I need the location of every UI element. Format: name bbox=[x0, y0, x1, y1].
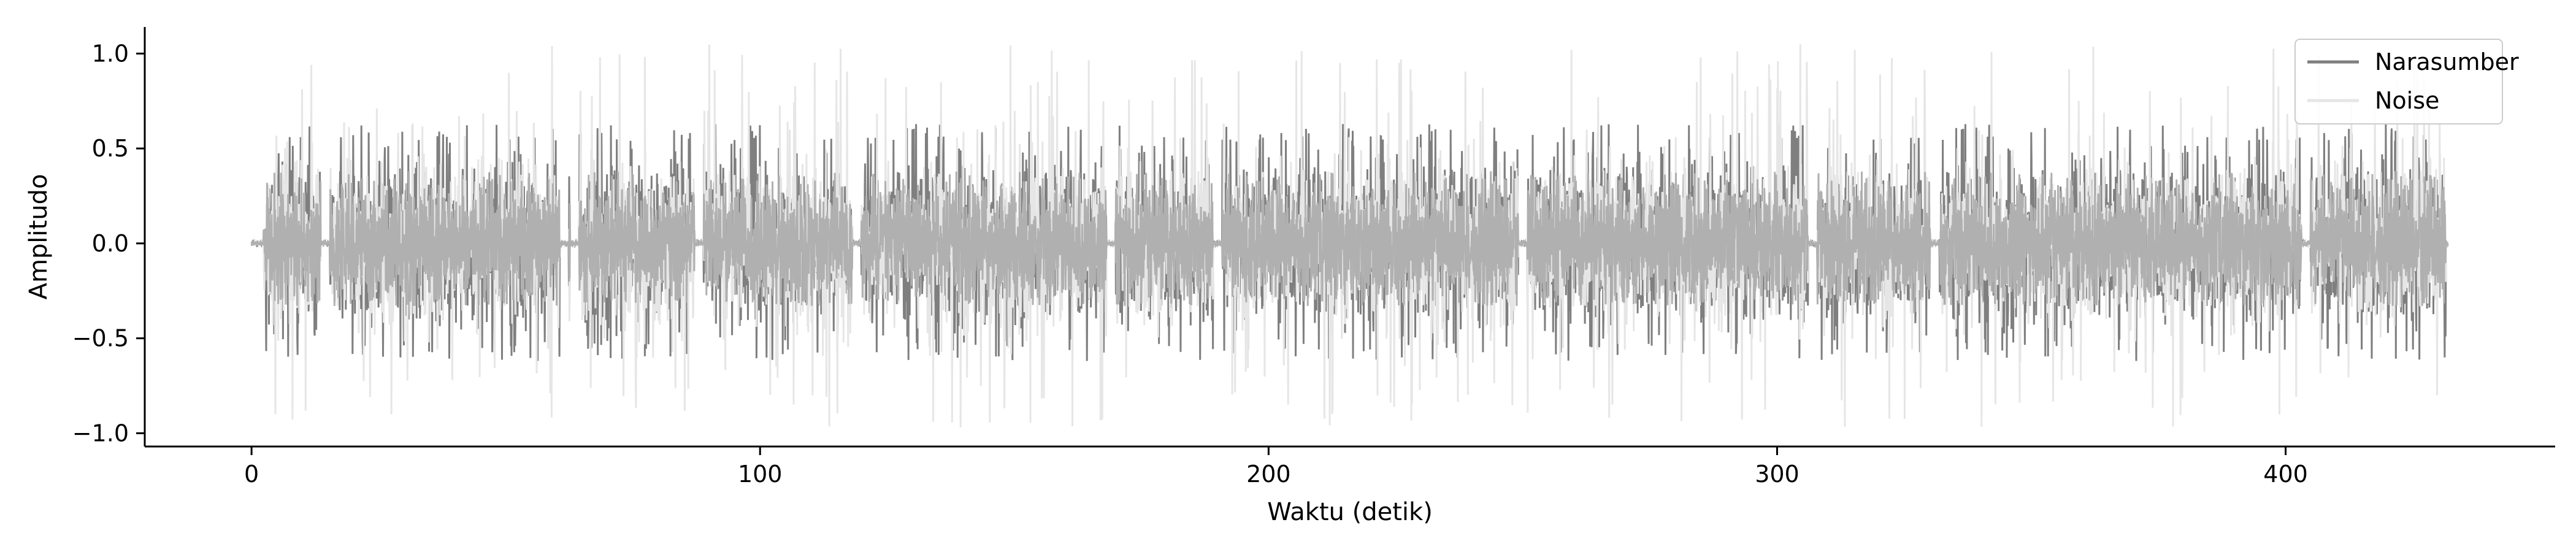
x-axis-label: Waktu (detik) bbox=[1267, 498, 1433, 526]
y-tick-label: −1.0 bbox=[72, 420, 129, 447]
y-ticks: −1.0 −0.5 0.0 0.5 1.0 bbox=[72, 40, 145, 447]
series-layer bbox=[250, 44, 2449, 427]
y-tick-label: 1.0 bbox=[92, 40, 129, 67]
x-tick-label: 400 bbox=[2263, 461, 2308, 488]
y-axis-label: Amplitudo bbox=[25, 174, 53, 300]
x-tick-label: 300 bbox=[1755, 461, 1800, 488]
x-tick-label: 0 bbox=[244, 461, 259, 488]
x-tick-label: 100 bbox=[738, 461, 783, 488]
legend-label-noise: Noise bbox=[2375, 87, 2439, 114]
series-overlap-core bbox=[250, 171, 2449, 306]
y-tick-label: 0.0 bbox=[92, 230, 129, 257]
legend-label-narasumber: Narasumber bbox=[2375, 48, 2519, 75]
x-ticks: 0 100 200 300 400 bbox=[244, 447, 2308, 488]
y-tick-label: 0.5 bbox=[92, 135, 129, 162]
legend: Narasumber Noise bbox=[2294, 39, 2519, 125]
x-tick-label: 200 bbox=[1246, 461, 1291, 488]
y-tick-label: −0.5 bbox=[72, 325, 129, 352]
axes bbox=[144, 27, 2555, 448]
